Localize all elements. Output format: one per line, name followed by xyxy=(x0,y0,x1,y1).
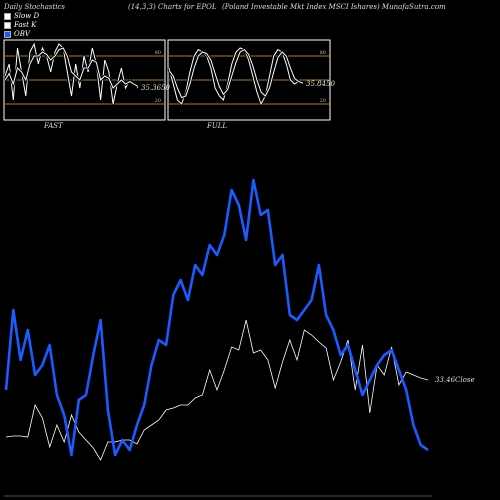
fast-series-halo-1 xyxy=(3,46,139,91)
full-panel-title: FULL xyxy=(207,122,228,130)
fast-level-label-80: 80 xyxy=(155,50,161,56)
legend-label-fast-k: Fast K xyxy=(14,21,37,29)
fast-series-line-1 xyxy=(4,47,139,89)
fast-series-line-0 xyxy=(4,42,139,105)
legend-label-slow-d: Slow D xyxy=(14,12,40,20)
chart-header-mid: (14,3,3) Charts for EPOL xyxy=(128,3,217,11)
full-value-label: 35.8450 xyxy=(306,80,335,88)
close-value-label: 33.46Close xyxy=(435,376,475,384)
chart-header-right: (Poland Investable Mkt Index MSCI Ishare… xyxy=(222,3,446,11)
legend-item-obv: OBV xyxy=(4,30,30,38)
chart-header-left: Daily Stochastics xyxy=(4,3,66,11)
legend-swatch-slow-d xyxy=(4,12,11,20)
fast-panel-title: FAST xyxy=(44,122,63,130)
legend-item-fast-k: Fast K xyxy=(4,21,36,29)
full-series-line-1 xyxy=(168,48,304,99)
fast-value-label: 35.3650 xyxy=(141,84,170,92)
full-series-line-0 xyxy=(168,47,304,106)
obv-line xyxy=(4,178,429,457)
full-level-label-20: 20 xyxy=(320,98,326,104)
fast-level-label-20: 20 xyxy=(155,98,161,104)
legend-swatch-fast-k xyxy=(4,21,11,29)
full-level-label-80: 80 xyxy=(320,50,326,56)
legend-item-slow-d: Slow D xyxy=(4,12,39,20)
legend-label-obv: OBV xyxy=(14,30,30,38)
legend-swatch-obv xyxy=(4,30,11,38)
